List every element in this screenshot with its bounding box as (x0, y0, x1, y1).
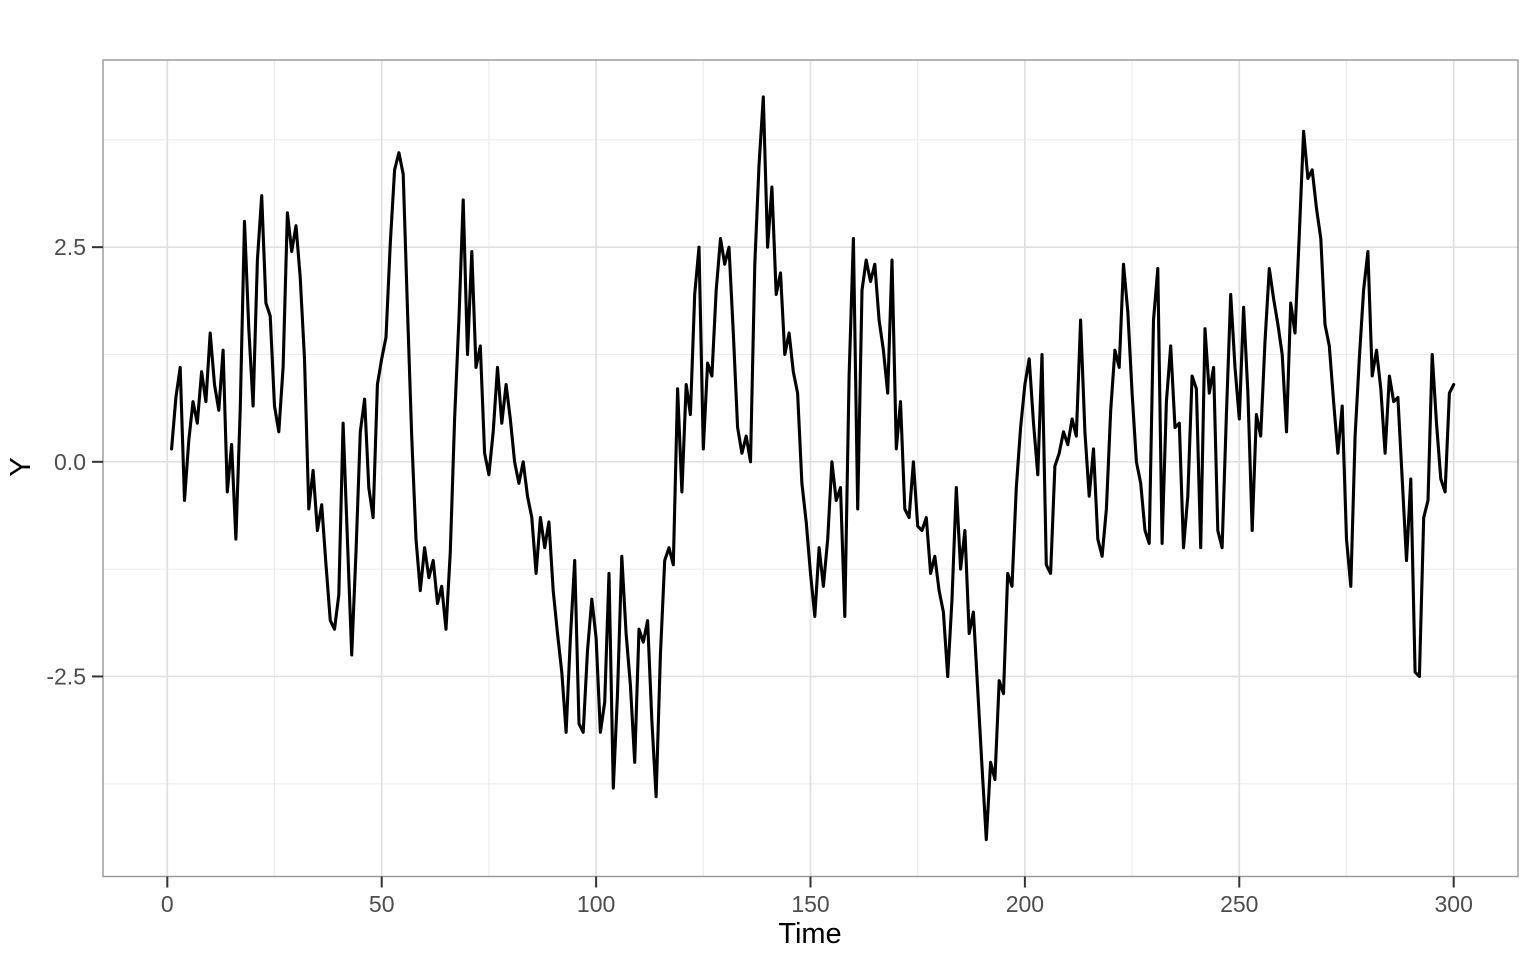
x-tick-label: 150 (791, 891, 829, 917)
y-axis-labels: 2.5 0.0 -2.5 (46, 234, 86, 689)
x-tick-label: 50 (369, 891, 395, 917)
y-tick-label: -2.5 (46, 663, 86, 689)
y-tick-label: 2.5 (54, 234, 86, 260)
series-line (170, 95, 1456, 842)
x-axis-title: Time (778, 918, 841, 950)
x-axis-labels: 0 50 100 150 200 250 300 (161, 891, 1473, 917)
axis-ticks (92, 246, 1455, 888)
x-tick-label: 300 (1434, 891, 1472, 917)
y-tick-label: 0.0 (54, 449, 86, 475)
grid-major (103, 60, 1518, 877)
x-tick-label: 250 (1220, 891, 1258, 917)
y-axis-title: Y (5, 457, 37, 476)
x-tick-label: 0 (161, 891, 174, 917)
x-tick-label: 200 (1006, 891, 1044, 917)
x-tick-label: 100 (577, 891, 615, 917)
